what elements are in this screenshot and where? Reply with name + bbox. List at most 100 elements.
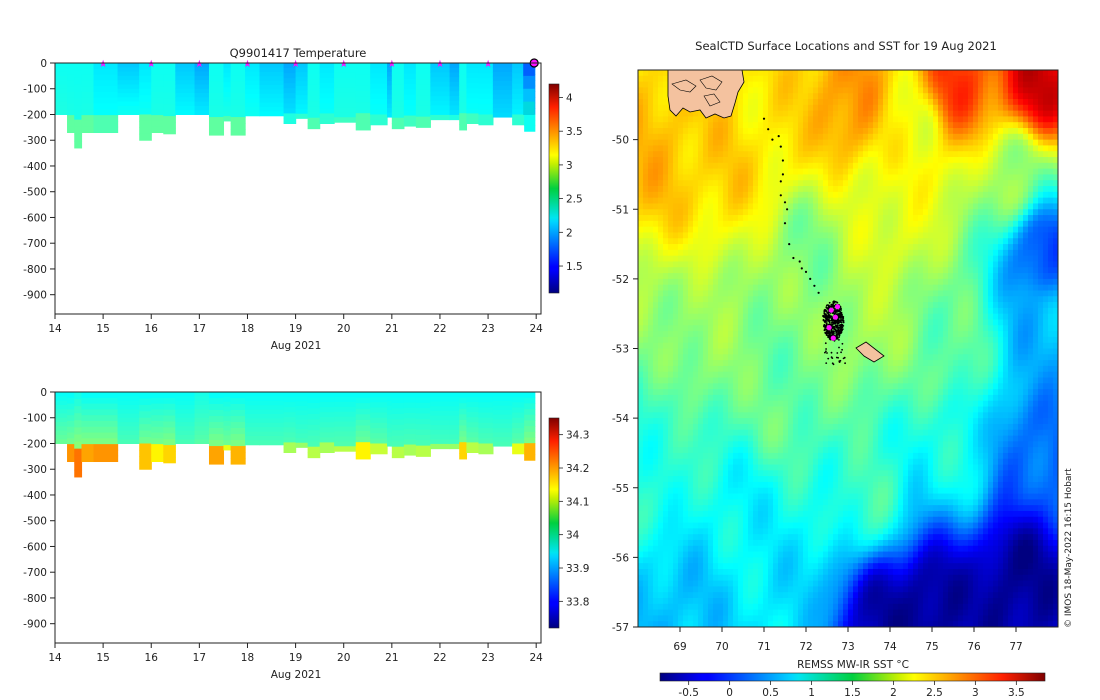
sst-cell <box>718 226 724 233</box>
sst-cell <box>1008 180 1014 187</box>
sst-cell <box>963 296 969 303</box>
sst-cell <box>753 307 759 315</box>
sst-cell <box>743 336 749 344</box>
sst-cell <box>938 244 944 251</box>
section-cell <box>245 102 261 108</box>
sst-cell <box>893 133 899 141</box>
sst-cell <box>678 151 684 158</box>
sst-cell <box>668 336 674 344</box>
sst-cell <box>728 203 734 210</box>
section-cell <box>55 93 68 98</box>
sst-cell <box>743 191 749 199</box>
sst-cell <box>718 273 724 280</box>
sst-cell <box>698 151 704 158</box>
sst-cell <box>873 203 879 210</box>
sst-cell <box>768 116 774 123</box>
sst-cell <box>698 238 704 245</box>
section-cell <box>334 77 357 84</box>
sst-cell <box>918 232 924 239</box>
sst-cell <box>763 296 769 303</box>
sst-cell <box>783 197 789 204</box>
sst-cell <box>858 122 864 129</box>
section-cell <box>208 428 225 435</box>
sst-cell <box>688 273 694 280</box>
sst-cell <box>643 128 649 135</box>
sst-cell <box>723 116 729 123</box>
section-cell <box>307 95 321 102</box>
sst-cell <box>948 232 954 239</box>
sst-cell <box>718 139 724 146</box>
x-tick-label: 23 <box>481 323 494 335</box>
sst-cell <box>653 70 659 77</box>
sst-cell <box>873 255 879 262</box>
sst-cell <box>973 319 979 326</box>
sst-cell <box>948 180 954 187</box>
sst-cell <box>913 168 919 175</box>
sst-cell <box>803 331 809 338</box>
x-tick-label: 17 <box>193 652 206 664</box>
sst-cell <box>833 336 839 344</box>
sst-cell <box>653 325 659 332</box>
sst-cell <box>863 157 869 164</box>
sst-cell <box>713 255 719 262</box>
sst-cell <box>743 70 749 77</box>
sst-cell <box>718 261 724 268</box>
sst-cell <box>778 70 784 77</box>
sst-cell <box>838 302 844 309</box>
sst-cell <box>813 244 819 251</box>
sst-cell <box>658 273 664 280</box>
sst-cell <box>683 197 689 204</box>
sst-cell <box>1003 273 1009 280</box>
sst-cell <box>998 128 1004 135</box>
sst-cell <box>688 122 694 129</box>
sst-cell <box>773 81 779 88</box>
sst-cell <box>898 116 904 123</box>
sst-cell <box>678 220 684 228</box>
sst-cell <box>923 278 929 286</box>
sst-cell <box>1003 191 1009 199</box>
sst-cell <box>923 215 929 222</box>
section-cell <box>245 427 261 433</box>
sst-cell <box>648 162 654 170</box>
section-cell <box>81 120 95 128</box>
section-cell <box>319 432 335 438</box>
sst-cell <box>933 180 939 187</box>
sst-cell <box>658 75 664 82</box>
sst-cell <box>873 104 879 112</box>
sst-cell <box>743 238 749 245</box>
sst-cell <box>703 302 709 309</box>
section-cell <box>415 100 431 107</box>
section-cell <box>524 125 536 132</box>
sst-cell <box>718 128 724 135</box>
sst-cell <box>848 191 854 199</box>
sst-cell <box>778 290 784 297</box>
sst-cell <box>688 110 694 117</box>
sst-cell <box>778 296 784 303</box>
section-cell <box>55 75 68 81</box>
sst-cell <box>778 87 784 94</box>
section-cell <box>259 396 285 402</box>
sst-cell <box>913 313 919 320</box>
section-cell <box>430 67 451 73</box>
sst-cell <box>943 342 949 349</box>
sst-cell <box>983 296 989 303</box>
sst-cell <box>888 232 894 239</box>
sst-cell <box>803 261 809 268</box>
sst-cell <box>728 302 734 309</box>
sst-cell <box>673 273 679 280</box>
section-cell <box>295 99 309 106</box>
sst-cell <box>673 162 679 170</box>
sst-cell <box>853 180 859 187</box>
section-cell <box>370 78 388 85</box>
sst-cell <box>878 168 884 175</box>
sst-cell <box>703 232 709 239</box>
sst-cell <box>708 232 714 239</box>
sst-cell <box>913 261 919 268</box>
y-tick-label: -600 <box>23 212 47 224</box>
section-cell <box>163 127 176 135</box>
section-cell <box>259 409 285 415</box>
section-cell <box>478 443 494 450</box>
sst-cell <box>1033 325 1039 332</box>
section-cell <box>334 63 357 69</box>
sst-cell <box>828 110 834 117</box>
